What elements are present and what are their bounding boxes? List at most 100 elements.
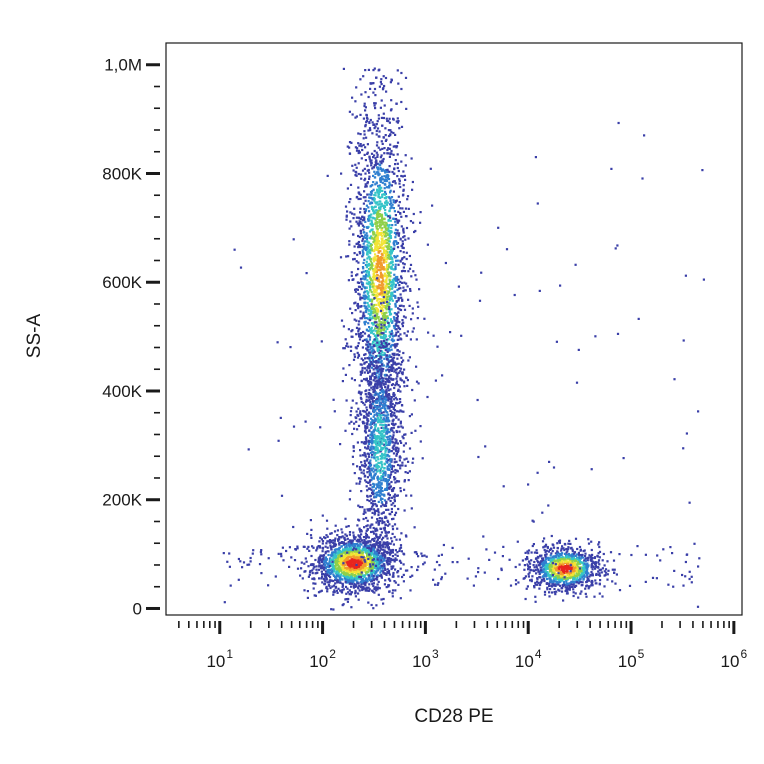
- data-point: [385, 460, 388, 463]
- data-point: [364, 177, 367, 180]
- data-point: [406, 285, 409, 288]
- data-point: [380, 216, 384, 219]
- data-point: [380, 376, 383, 380]
- data-point: [363, 459, 366, 462]
- data-point: [381, 554, 384, 557]
- data-point: [416, 317, 419, 320]
- data-point: [364, 464, 368, 467]
- data-point: [365, 561, 368, 564]
- data-point: [372, 574, 375, 578]
- data-point: [359, 410, 362, 413]
- data-point: [374, 238, 377, 241]
- data-point: [327, 574, 331, 578]
- data-point: [387, 520, 390, 523]
- data-point: [400, 87, 403, 91]
- data-point: [353, 422, 356, 425]
- data-point: [354, 559, 357, 562]
- data-point: [384, 531, 387, 534]
- data-point: [387, 253, 391, 257]
- data-point: [400, 275, 403, 278]
- data-point: [380, 497, 383, 500]
- data-point: [354, 116, 357, 119]
- data-point: [368, 398, 371, 401]
- data-point: [300, 561, 303, 564]
- data-point: [345, 525, 348, 528]
- data-point: [360, 397, 363, 400]
- data-point: [356, 242, 359, 245]
- data-point: [375, 76, 378, 79]
- data-point: [375, 540, 378, 543]
- data-point: [326, 572, 329, 575]
- data-point: [368, 121, 371, 124]
- data-point: [379, 555, 382, 558]
- data-point: [392, 406, 396, 409]
- data-point: [361, 366, 364, 369]
- data-point: [405, 226, 409, 230]
- data-point: [343, 537, 346, 540]
- data-point: [411, 188, 414, 191]
- data-point: [390, 320, 393, 323]
- data-point: [370, 361, 373, 364]
- data-point: [393, 210, 396, 213]
- data-point: [391, 260, 394, 263]
- data-point: [379, 349, 382, 352]
- data-point: [393, 500, 396, 503]
- data-point: [357, 234, 360, 238]
- data-point: [420, 552, 423, 555]
- data-point: [372, 231, 375, 234]
- data-point: [344, 566, 347, 569]
- data-point: [368, 365, 372, 368]
- data-point: [344, 533, 347, 536]
- data-point: [385, 280, 388, 283]
- data-point: [367, 481, 370, 484]
- data-point: [389, 219, 392, 222]
- data-point: [321, 581, 324, 584]
- data-point: [372, 91, 375, 94]
- data-point: [365, 317, 368, 320]
- data-point: [355, 220, 358, 223]
- data-point: [368, 467, 371, 470]
- data-point: [360, 585, 363, 589]
- data-point: [349, 546, 352, 550]
- data-point: [383, 187, 386, 190]
- data-point: [363, 153, 366, 156]
- data-point: [363, 190, 366, 193]
- data-point: [369, 129, 372, 132]
- data-point: [378, 269, 381, 272]
- data-point: [407, 298, 410, 301]
- data-point: [372, 174, 375, 177]
- data-point: [366, 250, 369, 253]
- data-point: [339, 581, 342, 584]
- data-point: [386, 293, 389, 296]
- data-point: [367, 273, 370, 276]
- data-point: [344, 550, 347, 553]
- data-point: [396, 141, 400, 144]
- data-point: [383, 231, 386, 235]
- data-point: [377, 310, 380, 313]
- data-point: [404, 76, 408, 79]
- data-point: [364, 431, 368, 434]
- data-point: [400, 410, 403, 413]
- data-point: [367, 453, 371, 456]
- data-point: [361, 239, 364, 242]
- data-point: [388, 450, 392, 453]
- data-point: [359, 244, 362, 247]
- data-point: [381, 336, 385, 340]
- data-point: [378, 184, 381, 187]
- data-point: [371, 329, 374, 332]
- data-point: [386, 170, 389, 173]
- data-point: [363, 361, 366, 364]
- data-point: [371, 557, 374, 560]
- data-point: [365, 571, 368, 574]
- data-point: [357, 562, 360, 565]
- data-point: [390, 414, 393, 417]
- data-point: [368, 391, 371, 395]
- data-point: [322, 554, 326, 557]
- data-point: [394, 256, 398, 259]
- data-point: [360, 583, 363, 586]
- data-point: [367, 357, 370, 360]
- data-point: [367, 219, 370, 222]
- data-point: [347, 540, 350, 543]
- data-point: [375, 201, 378, 204]
- data-point: [391, 518, 394, 521]
